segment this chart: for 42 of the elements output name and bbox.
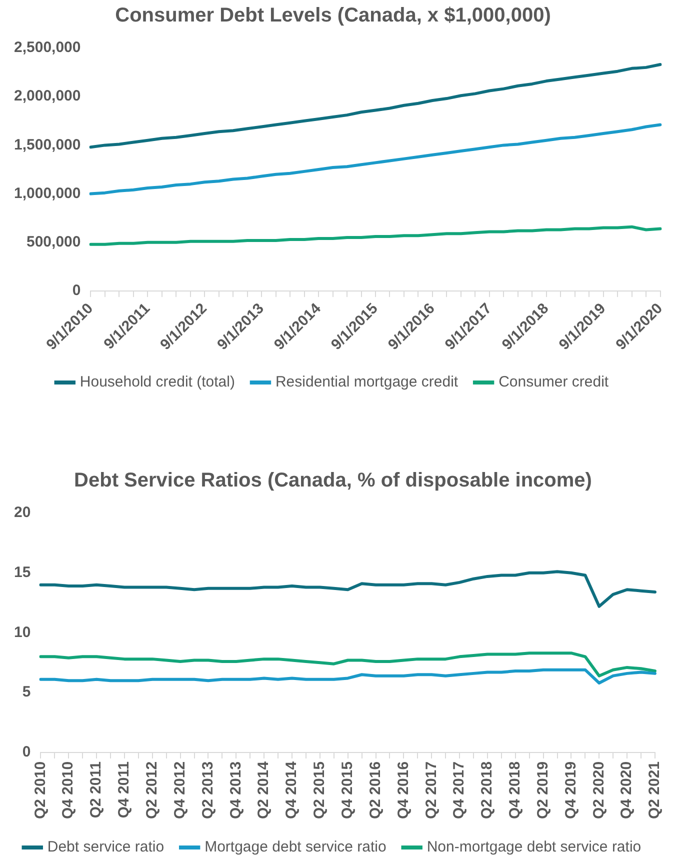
x-tick-label: Q2 2015 xyxy=(311,761,328,819)
legend-label: Non-mortgage debt service ratio xyxy=(426,838,642,856)
y-tick-label: 1,500,000 xyxy=(14,136,81,154)
y-tick-label: 500,000 xyxy=(26,234,81,251)
x-tick-label: Q4 2017 xyxy=(450,761,468,819)
legend-label: Residential mortgage credit xyxy=(275,374,459,391)
x-tick-label: Q2 2018 xyxy=(478,761,496,819)
x-tick-label: Q4 2010 xyxy=(60,761,77,819)
x-tick-label: Q4 2012 xyxy=(171,761,188,819)
x-tick-label: Q4 2019 xyxy=(562,761,580,819)
x-tick-label: Q2 2014 xyxy=(255,760,272,819)
x-tick-label: Q2 2012 xyxy=(144,761,161,819)
x-tick-label: Q4 2018 xyxy=(506,761,524,819)
x-tick-label: Q2 2020 xyxy=(590,761,608,819)
y-tick-label: 1,000,000 xyxy=(14,184,81,202)
x-tick-label: Q4 2014 xyxy=(283,760,300,819)
x-tick-label: Q2 2019 xyxy=(534,761,552,819)
x-tick-label: Q4 2016 xyxy=(394,761,412,819)
x-tick-label: Q4 2020 xyxy=(618,761,636,819)
y-tick-label: 0 xyxy=(72,282,81,300)
y-tick-label: 5 xyxy=(22,684,31,701)
y-tick-label: 2,500,000 xyxy=(14,39,81,56)
y-tick-label: 15 xyxy=(14,564,31,582)
x-tick-label: Q2 2010 xyxy=(32,761,49,819)
y-tick-label: 2,000,000 xyxy=(14,88,81,105)
chart-title: Consumer Debt Levels (Canada, x $1,000,000) xyxy=(115,4,551,27)
x-tick-label: Q4 2013 xyxy=(227,761,244,819)
x-tick-label: Q2 2016 xyxy=(366,761,384,819)
y-tick-label: 10 xyxy=(14,624,31,641)
x-tick-label: Q2 2017 xyxy=(422,761,440,819)
legend-label: Consumer credit xyxy=(498,374,610,391)
legend-label: Debt service ratio xyxy=(47,838,164,856)
x-tick-label: Q4 2011 xyxy=(116,761,133,818)
chart-title: Debt Service Ratios (Canada, % of disposable income) xyxy=(74,470,592,492)
y-tick-label: 0 xyxy=(22,744,31,761)
legend-label: Household credit (total) xyxy=(80,374,235,391)
x-tick-label: Q2 2021 xyxy=(646,761,664,819)
x-tick-label: Q2 2013 xyxy=(199,761,216,819)
x-tick-label: Q4 2015 xyxy=(338,761,356,819)
legend-label: Mortgage debt service ratio xyxy=(204,838,386,856)
y-tick-label: 20 xyxy=(14,504,31,522)
x-tick-label: Q2 2011 xyxy=(88,761,105,818)
